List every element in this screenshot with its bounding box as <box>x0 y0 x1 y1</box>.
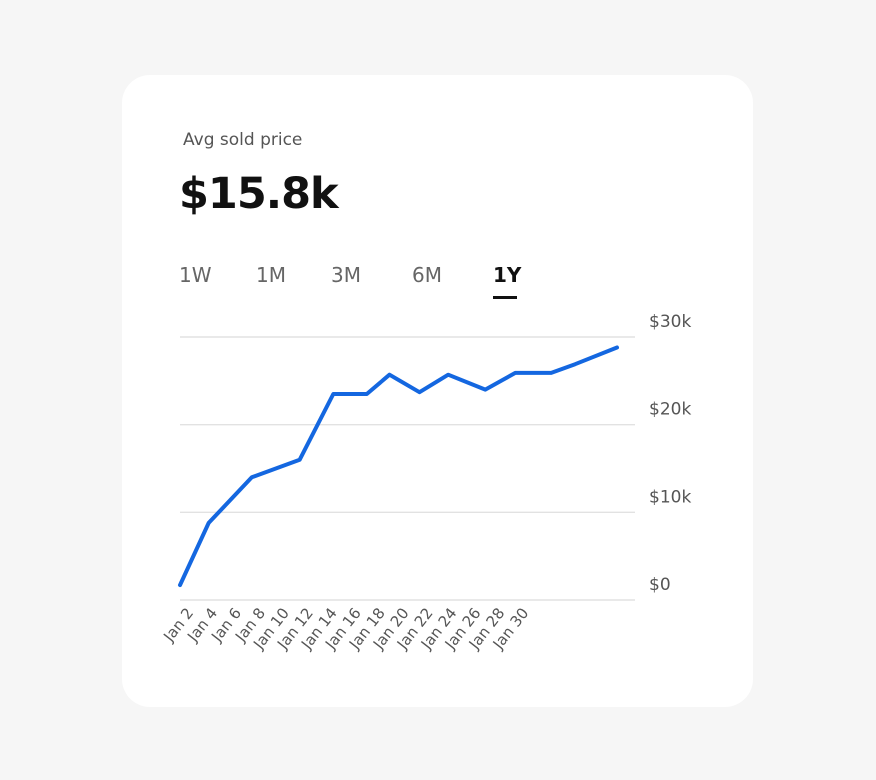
y-axis-ticks: $0 $10k $20k $30k <box>649 312 691 595</box>
tab-1y[interactable]: 1Y <box>493 263 522 287</box>
y-tick-label: $20k <box>649 400 691 420</box>
grid-lines <box>180 336 635 601</box>
time-range-tabs: 1W 1M 3M 6M 1Y <box>122 263 753 303</box>
series-line <box>178 345 619 588</box>
tab-1w[interactable]: 1W <box>179 263 212 287</box>
series-layer <box>178 345 619 588</box>
active-tab-underline <box>493 296 517 299</box>
tab-6m[interactable]: 6M <box>412 263 442 287</box>
tab-1m[interactable]: 1M <box>256 263 286 287</box>
y-tick-label: $30k <box>649 312 691 332</box>
y-tick-label: $10k <box>649 487 691 507</box>
y-tick-label: $0 <box>649 575 671 595</box>
price-card: Avg sold price $15.8k 1W 1M 3M 6M 1Y $0 $… <box>122 75 753 707</box>
metric-label: Avg sold price <box>183 130 303 150</box>
tab-3m[interactable]: 3M <box>331 263 361 287</box>
metric-value: $15.8k <box>179 169 339 219</box>
